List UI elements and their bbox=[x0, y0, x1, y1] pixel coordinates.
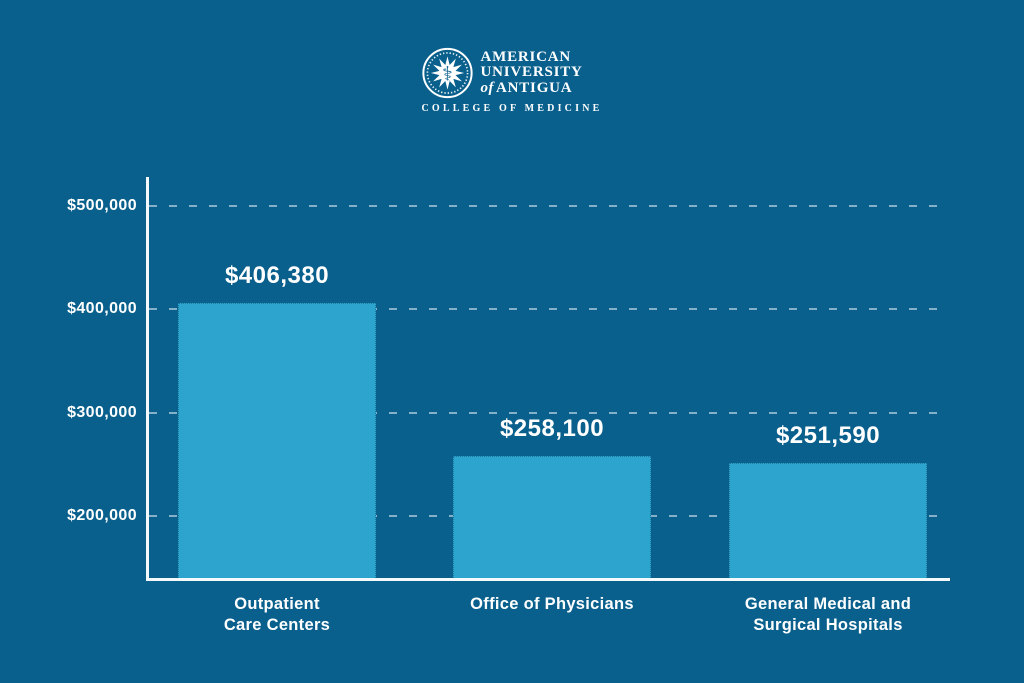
svg-text:⚕: ⚕ bbox=[442, 62, 453, 85]
aua-seal-caduceus-icon: ⚕ bbox=[422, 47, 473, 99]
y-tick-label: $400,000 bbox=[67, 300, 137, 318]
x-axis-line bbox=[146, 578, 950, 581]
aua-logo-row: ⚕ AMERICAN UNIVERSITY of ANTIGUA bbox=[421, 47, 602, 99]
logo-college-of-medicine: COLLEGE OF MEDICINE bbox=[421, 103, 603, 114]
category-label: Outpatient Care Centers bbox=[127, 594, 427, 636]
bar-value-label: $258,100 bbox=[499, 414, 605, 442]
bar bbox=[729, 462, 927, 578]
category-label-line: Outpatient bbox=[234, 595, 320, 613]
y-tick-label: $500,000 bbox=[67, 197, 137, 214]
gridline bbox=[149, 308, 948, 311]
category-label: General Medical and Surgical Hospitals bbox=[678, 594, 978, 636]
aua-logo: ⚕ AMERICAN UNIVERSITY of ANTIGUA COLLEGE … bbox=[421, 47, 602, 114]
category-label-line: Office of Physicians bbox=[470, 595, 634, 613]
logo-line-american: AMERICAN bbox=[480, 48, 572, 65]
y-tick-label: $200,000 bbox=[67, 507, 137, 524]
gridline bbox=[149, 205, 948, 207]
bar bbox=[453, 455, 651, 578]
logo-of-text: of bbox=[480, 79, 494, 96]
gridline bbox=[149, 411, 948, 414]
category-label-line: Care Centers bbox=[223, 616, 331, 634]
bar-value-label: $406,380 bbox=[224, 261, 330, 289]
category-label-line: Surgical Hospitals bbox=[753, 616, 903, 634]
aua-logo-wordmark: AMERICAN UNIVERSITY of ANTIGUA bbox=[480, 48, 583, 97]
y-axis-line bbox=[146, 177, 149, 581]
y-tick-label: $300,000 bbox=[67, 403, 137, 421]
category-label-line: General Medical and bbox=[744, 595, 912, 613]
logo-line-antigua: of ANTIGUA bbox=[480, 79, 582, 97]
logo-antigua-text: ANTIGUA bbox=[495, 79, 573, 96]
bar-value-label: $251,590 bbox=[775, 421, 881, 449]
bar bbox=[178, 302, 376, 578]
logo-line-university: UNIVERSITY bbox=[480, 64, 583, 81]
category-label: Office of Physicians bbox=[402, 594, 702, 615]
